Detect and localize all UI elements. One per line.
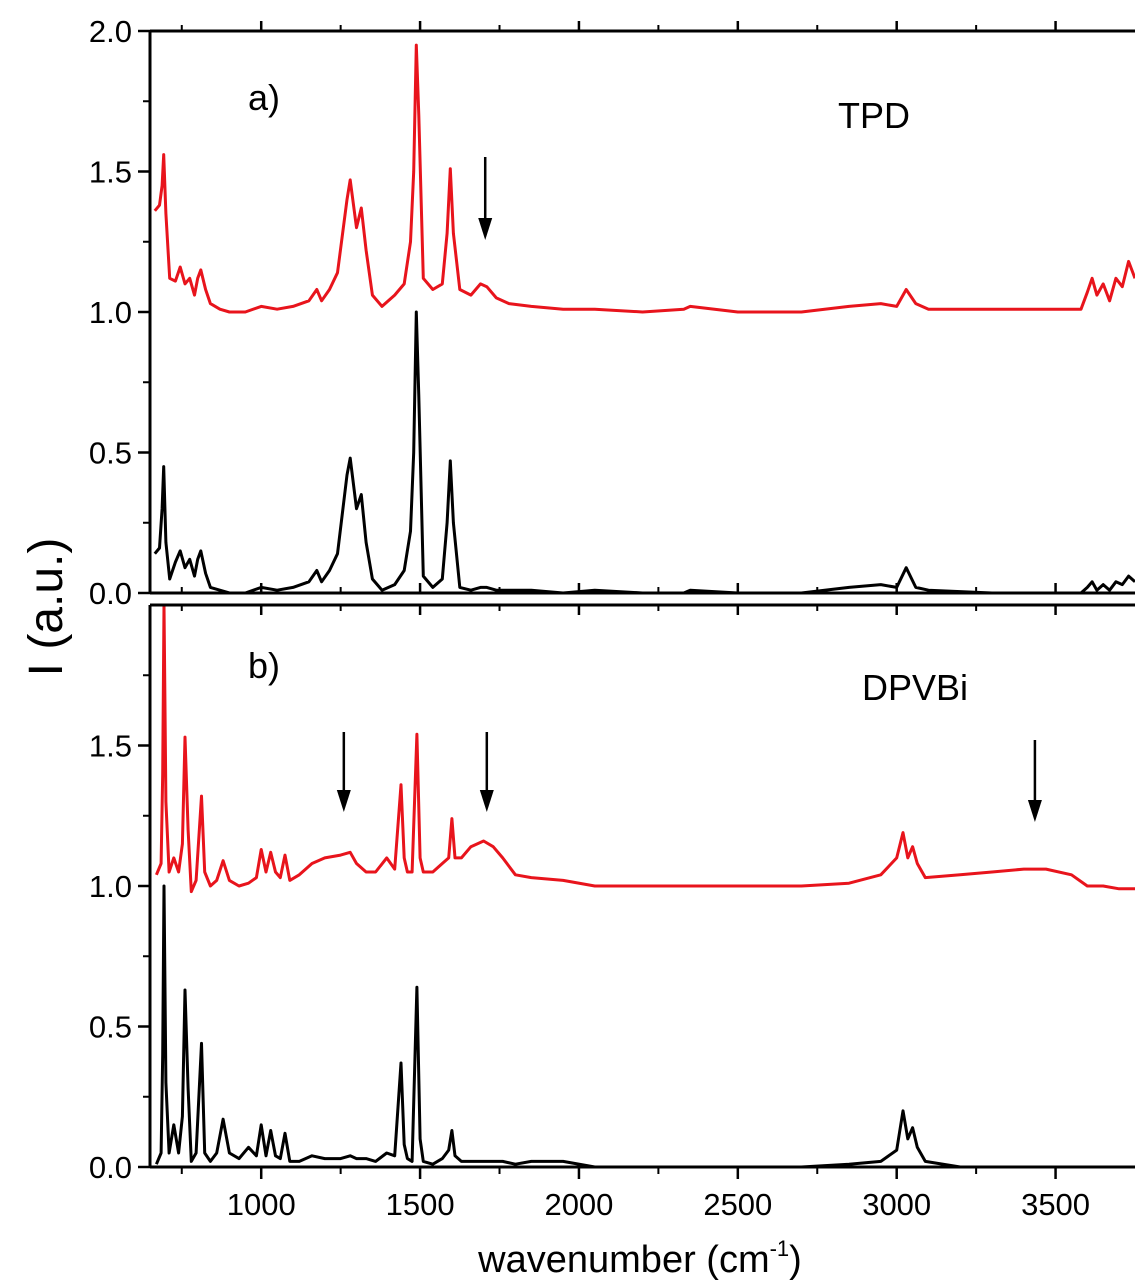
panel-a: 0.0 0.5 1.0 1.5 2.0 a) TPD xyxy=(89,14,1135,611)
x-axis-title-main: wavenumber (cm xyxy=(477,1239,769,1281)
annotation-arrow-head xyxy=(1027,800,1042,822)
y-tick-label: 1.5 xyxy=(89,729,132,764)
x-tick-label: 2500 xyxy=(703,1187,772,1222)
series-line-black xyxy=(153,310,1135,595)
series-line-red xyxy=(153,43,1135,314)
compound-label: TPD xyxy=(838,95,910,136)
x-tick-label: 3500 xyxy=(1021,1187,1090,1222)
annotation-arrow-head xyxy=(336,790,351,812)
y-axis-title: I (a.u.) xyxy=(20,538,73,677)
x-axis-title-superscript: -1 xyxy=(770,1236,790,1261)
x-tick-label: 1500 xyxy=(386,1187,455,1222)
x-axis-title-close: ) xyxy=(789,1239,802,1281)
y-tick-label: 1.0 xyxy=(89,295,132,330)
y-tick-label: 0.0 xyxy=(89,576,132,611)
y-tick-label: 1.0 xyxy=(89,869,132,904)
panel-label: a) xyxy=(248,77,280,118)
series-line-black xyxy=(155,884,1135,1169)
panel-label: b) xyxy=(248,645,280,686)
x-tick-label: 1000 xyxy=(227,1187,296,1222)
x-axis-title: wavenumber (cm-1) xyxy=(477,1236,802,1281)
annotation-arrow-head xyxy=(479,790,494,812)
y-tick-label: 2.0 xyxy=(89,14,132,49)
panel-b: 0.0 0.5 1.0 1.5 b) DPVBi xyxy=(89,603,1135,1185)
panel-series-group xyxy=(153,43,1135,595)
series-line-red xyxy=(155,603,1135,894)
y-tick-label: 1.5 xyxy=(89,155,132,190)
compound-label: DPVBi xyxy=(862,667,968,708)
annotation-arrow-head xyxy=(478,218,493,240)
y-tick-label: 0.5 xyxy=(89,1010,132,1045)
plot-frame: 1000 1500 2000 2500 3000 3500 xyxy=(148,21,1135,1222)
plot-area: 0.0 0.5 1.0 1.5 2.0 a) TPD 0.0 0.5 1.0 1.5 b) DPVBi xyxy=(89,14,1135,1185)
x-tick-label: 3000 xyxy=(862,1187,931,1222)
y-tick-label: 0.0 xyxy=(89,1150,132,1185)
y-tick-label: 0.5 xyxy=(89,436,132,471)
axis-text: I (a.u.) wavenumber (cm-1) xyxy=(20,538,802,1281)
panel-series-group xyxy=(155,603,1135,1169)
x-tick-label: 2000 xyxy=(544,1187,613,1222)
